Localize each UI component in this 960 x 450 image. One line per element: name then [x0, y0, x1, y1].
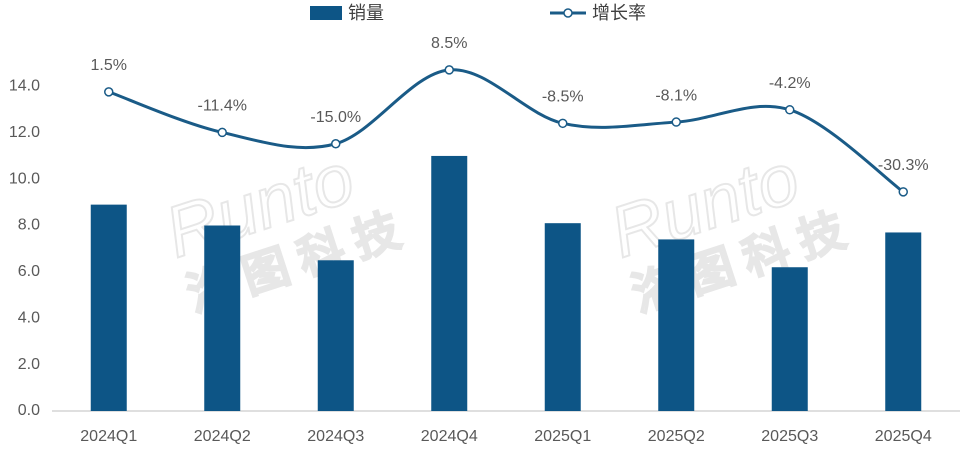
- line-marker: [671, 117, 681, 127]
- x-tick-label: 2025Q4: [875, 428, 932, 445]
- bar: [771, 267, 808, 411]
- legend-label: 增长率: [592, 3, 646, 23]
- bar: [544, 223, 581, 411]
- line-marker: [217, 127, 227, 138]
- legend-swatch: [563, 8, 573, 18]
- bar: [317, 260, 354, 411]
- data-label: -11.4%: [197, 98, 247, 115]
- line-marker: [785, 105, 795, 115]
- line-marker: [331, 139, 341, 149]
- x-tick-label: 2025Q1: [534, 428, 591, 445]
- watermark: Runto 洛图科技 Runto 洛图科技: [155, 137, 863, 322]
- line: [108, 68, 905, 194]
- data-label: -30.3%: [878, 157, 929, 174]
- y-tick-label: 6.0: [18, 263, 40, 280]
- x-tick-label: 2025Q3: [761, 428, 818, 445]
- x-tick-label: 2024Q2: [194, 428, 251, 445]
- y-tick-label: 2.0: [18, 356, 40, 373]
- x-tick-label: 2024Q4: [421, 428, 478, 445]
- line-marker: [898, 187, 908, 197]
- line-marker: [444, 65, 454, 75]
- data-label: -15.0%: [310, 109, 361, 126]
- y-tick-label: 8.0: [18, 217, 40, 234]
- y-tick-label: 12.0: [9, 124, 40, 141]
- bar: [431, 155, 468, 411]
- bar: [90, 204, 127, 411]
- data-label: 1.5%: [91, 57, 127, 74]
- bar: [658, 239, 695, 411]
- y-tick-label: 0.0: [18, 402, 40, 419]
- data-label: -8.5%: [542, 89, 584, 106]
- y-tick-label: 10.0: [9, 170, 40, 187]
- y-tick-label: 14.0: [9, 78, 40, 95]
- x-tick-label: 2024Q3: [307, 428, 364, 445]
- line-marker: [104, 87, 114, 97]
- data-label: -8.1%: [655, 87, 697, 104]
- data-label: -4.2%: [769, 75, 811, 92]
- x-tick-label: 2024Q1: [80, 428, 137, 445]
- line-marker: [558, 118, 568, 129]
- bar: [204, 225, 241, 411]
- legend-swatch: [310, 6, 342, 20]
- data-label: 8.5%: [431, 35, 467, 52]
- bar: [885, 232, 922, 411]
- y-tick-label: 4.0: [18, 309, 40, 326]
- x-tick-label: 2025Q2: [648, 428, 705, 445]
- legend-label: 销量: [348, 3, 384, 23]
